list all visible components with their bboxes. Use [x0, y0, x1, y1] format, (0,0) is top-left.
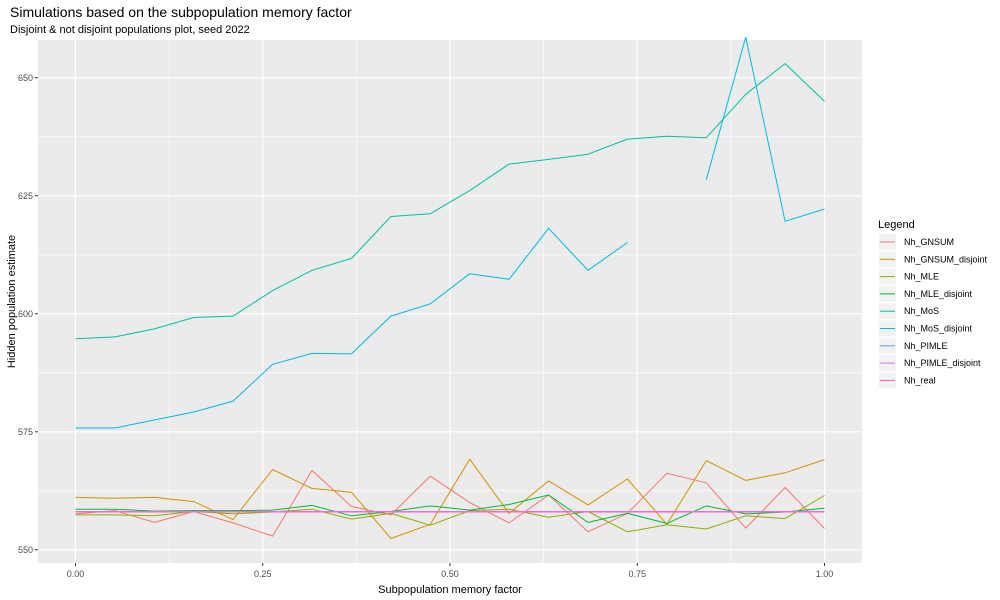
series-line-nh-mos	[75, 63, 825, 340]
x-axis: 0.00 0.25 0.50 0.75 1.00	[67, 563, 834, 579]
series-layer	[75, 36, 825, 539]
y-axis: 550 575 600 625 650	[18, 73, 38, 555]
series-line-nh-mle-disjoint	[75, 494, 825, 524]
legend-label: Nh_PIMLE	[904, 341, 948, 351]
legend-label: Nh_GNSUM_disjoint	[904, 254, 988, 264]
x-tick-label: 0.00	[67, 569, 85, 579]
x-axis-label: Subpopulation memory factor	[378, 584, 522, 596]
legend-label: Nh_MoS_disjoint	[904, 324, 973, 334]
x-tick-label: 0.25	[254, 569, 272, 579]
legend-label: Nh_MLE_disjoint	[904, 289, 973, 299]
legend: Legend Nh_GNSUM Nh_GNSUM_disjoint Nh_MLE Nh…	[878, 219, 988, 389]
series-line-nh-gnsum-disjoint	[75, 458, 825, 539]
grid-major	[38, 40, 862, 563]
legend-label: Nh_GNSUM	[904, 237, 954, 247]
legend-label: Nh_real	[904, 375, 936, 385]
y-tick-label: 600	[18, 309, 33, 319]
x-tick-label: 0.50	[441, 569, 459, 579]
x-tick-label: 1.00	[816, 569, 834, 579]
legend-label: Nh_MLE	[904, 272, 939, 282]
y-tick-label: 575	[18, 427, 33, 437]
y-tick-label: 625	[18, 191, 33, 201]
y-tick-label: 550	[18, 545, 33, 555]
legend-title: Legend	[878, 219, 915, 231]
series-line-nh-mos-disjoint	[75, 36, 825, 429]
legend-label: Nh_PIMLE_disjoint	[904, 358, 981, 368]
chart-subtitle: Disjoint & not disjoint populations plot…	[10, 24, 250, 36]
x-tick-label: 0.75	[629, 569, 647, 579]
y-axis-label: Hidden population estimate	[6, 235, 18, 368]
series-line-nh-gnsum	[75, 470, 825, 537]
y-tick-label: 650	[18, 73, 33, 83]
legend-label: Nh_MoS	[904, 306, 939, 316]
chart-title: Simulations based on the subpopulation m…	[10, 4, 352, 20]
